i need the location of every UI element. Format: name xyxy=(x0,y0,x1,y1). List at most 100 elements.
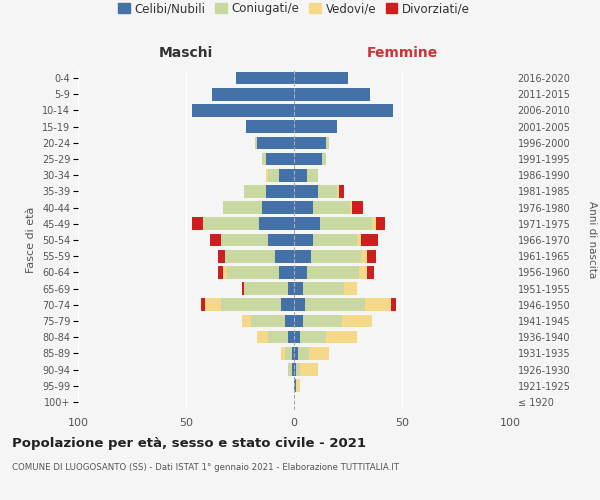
Bar xyxy=(307,266,359,278)
Bar xyxy=(365,298,391,311)
Bar xyxy=(294,266,307,278)
Bar xyxy=(281,298,294,311)
Bar xyxy=(313,234,356,246)
Bar xyxy=(344,282,356,295)
Bar xyxy=(247,120,294,133)
Bar xyxy=(307,169,318,181)
Bar xyxy=(294,363,296,376)
Text: Popolazione per età, sesso e stato civile - 2021: Popolazione per età, sesso e stato civil… xyxy=(12,438,366,450)
Bar xyxy=(294,314,302,328)
Bar xyxy=(294,331,301,344)
Bar xyxy=(227,266,279,278)
Bar xyxy=(221,234,268,246)
Y-axis label: Fasce di età: Fasce di età xyxy=(26,207,37,273)
Bar xyxy=(305,298,365,311)
Bar xyxy=(236,72,294,85)
Bar xyxy=(302,282,344,295)
Bar xyxy=(268,169,279,181)
Bar xyxy=(372,218,376,230)
Bar xyxy=(279,169,294,181)
Bar xyxy=(294,218,320,230)
Bar xyxy=(367,266,374,278)
Bar xyxy=(361,234,378,246)
Bar xyxy=(294,298,305,311)
Bar xyxy=(262,202,294,214)
Bar xyxy=(242,282,244,295)
Bar xyxy=(294,250,311,262)
Bar xyxy=(201,298,205,311)
Bar xyxy=(287,282,294,295)
Bar xyxy=(298,347,309,360)
Text: Anni di nascita: Anni di nascita xyxy=(587,202,597,278)
Bar xyxy=(302,314,341,328)
Bar xyxy=(391,298,395,311)
Bar xyxy=(294,282,302,295)
Bar xyxy=(257,136,294,149)
Bar xyxy=(292,347,294,360)
Bar xyxy=(225,250,275,262)
Text: Femmine: Femmine xyxy=(367,46,437,60)
Bar xyxy=(266,152,294,166)
Bar xyxy=(294,202,313,214)
Bar xyxy=(322,152,326,166)
Bar xyxy=(326,331,356,344)
Bar xyxy=(266,169,268,181)
Bar xyxy=(262,152,266,166)
Bar xyxy=(223,202,262,214)
Bar xyxy=(212,88,294,101)
Bar xyxy=(359,266,367,278)
Bar xyxy=(221,298,281,311)
Bar xyxy=(281,347,286,360)
Bar xyxy=(244,185,266,198)
Bar xyxy=(205,298,221,311)
Text: Maschi: Maschi xyxy=(159,46,213,60)
Bar xyxy=(301,363,318,376)
Bar xyxy=(255,136,257,149)
Bar xyxy=(292,363,294,376)
Bar xyxy=(294,185,318,198)
Bar xyxy=(356,234,361,246)
Bar xyxy=(286,347,292,360)
Bar xyxy=(287,363,292,376)
Bar xyxy=(352,202,363,214)
Bar xyxy=(294,169,307,181)
Bar xyxy=(294,120,337,133)
Bar xyxy=(259,218,294,230)
Bar xyxy=(286,314,294,328)
Bar xyxy=(210,234,221,246)
Bar xyxy=(294,136,326,149)
Bar xyxy=(309,347,329,360)
Bar xyxy=(340,185,344,198)
Bar xyxy=(257,331,268,344)
Bar xyxy=(268,234,294,246)
Legend: Celibi/Nubili, Coniugati/e, Vedovi/e, Divorziati/e: Celibi/Nubili, Coniugati/e, Vedovi/e, Di… xyxy=(113,0,475,20)
Bar xyxy=(275,250,294,262)
Bar xyxy=(296,363,301,376)
Bar xyxy=(326,136,329,149)
Bar xyxy=(244,282,287,295)
Bar xyxy=(203,218,259,230)
Bar xyxy=(266,185,294,198)
Bar xyxy=(193,104,294,117)
Bar xyxy=(294,347,298,360)
Bar xyxy=(294,88,370,101)
Bar xyxy=(287,331,294,344)
Bar xyxy=(193,218,203,230)
Bar xyxy=(337,185,340,198)
Bar xyxy=(218,266,223,278)
Text: COMUNE DI LUOGOSANTO (SS) - Dati ISTAT 1° gennaio 2021 - Elaborazione TUTTITALIA: COMUNE DI LUOGOSANTO (SS) - Dati ISTAT 1… xyxy=(12,462,399,471)
Bar xyxy=(320,218,372,230)
Bar xyxy=(294,152,322,166)
Bar xyxy=(294,72,348,85)
Bar xyxy=(294,234,313,246)
Bar xyxy=(242,314,251,328)
Bar xyxy=(313,202,350,214)
Bar xyxy=(361,250,367,262)
Bar xyxy=(294,104,394,117)
Bar xyxy=(223,266,227,278)
Bar xyxy=(296,380,301,392)
Bar xyxy=(341,314,372,328)
Bar xyxy=(279,266,294,278)
Bar xyxy=(294,380,296,392)
Bar xyxy=(251,314,286,328)
